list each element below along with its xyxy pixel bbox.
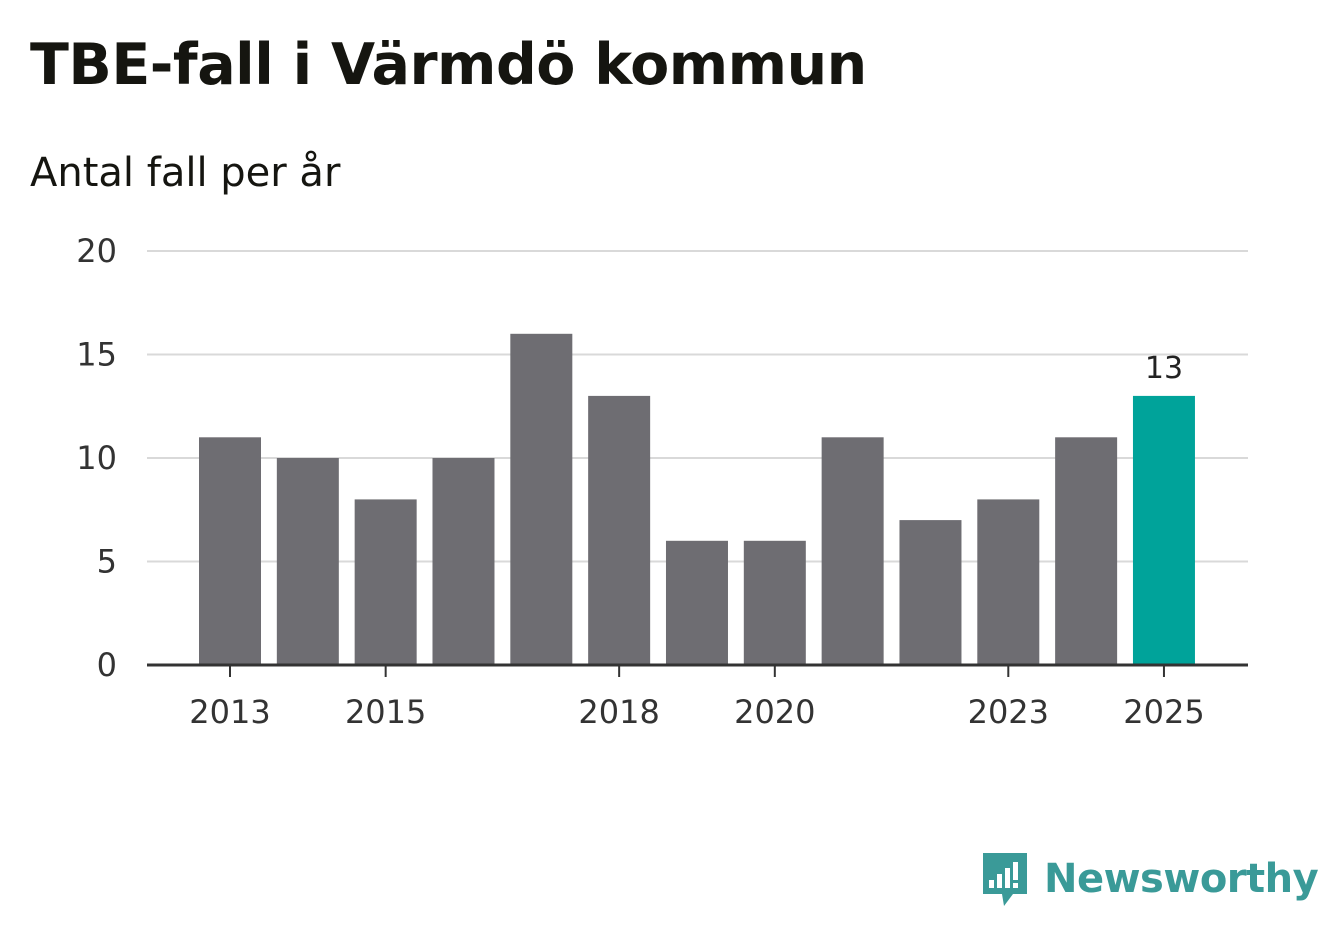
bar-2020 — [743, 540, 806, 665]
bar-2019 — [665, 540, 728, 665]
chart-subtitle: Antal fall per år — [30, 150, 341, 196]
chart-title: TBE-fall i Värmdö kommun — [30, 32, 867, 98]
bar-2014 — [276, 458, 339, 665]
bar-2018 — [588, 395, 651, 665]
bar-chart-speech-icon — [983, 853, 1027, 906]
bar-2013 — [199, 437, 261, 665]
bar-2015 — [354, 499, 417, 665]
brand-logo: Newsworthy — [980, 850, 1319, 908]
x-tick-label: 2020 — [734, 693, 815, 731]
y-tick-label: 5 — [97, 543, 117, 581]
y-tick-label: 20 — [76, 232, 117, 270]
bar-2023 — [977, 499, 1040, 665]
x-tick-label: 2023 — [968, 693, 1049, 731]
x-tick-label: 2025 — [1123, 693, 1204, 731]
y-tick-label: 15 — [76, 336, 117, 374]
bar-2024 — [1055, 437, 1118, 665]
x-tick-label: 2013 — [189, 693, 270, 731]
bar-2017 — [510, 333, 573, 665]
bar-2016 — [432, 458, 495, 665]
bar-2025 — [1132, 395, 1195, 665]
x-tick-label: 2018 — [578, 693, 659, 731]
y-tick-label: 0 — [97, 646, 117, 684]
bar-2021 — [821, 437, 884, 665]
data-label: 13 — [1145, 351, 1183, 386]
brand-name: Newsworthy — [1044, 856, 1319, 902]
x-tick-label: 2015 — [345, 693, 426, 731]
y-tick-label: 10 — [76, 439, 117, 477]
bar-2022 — [899, 520, 962, 665]
